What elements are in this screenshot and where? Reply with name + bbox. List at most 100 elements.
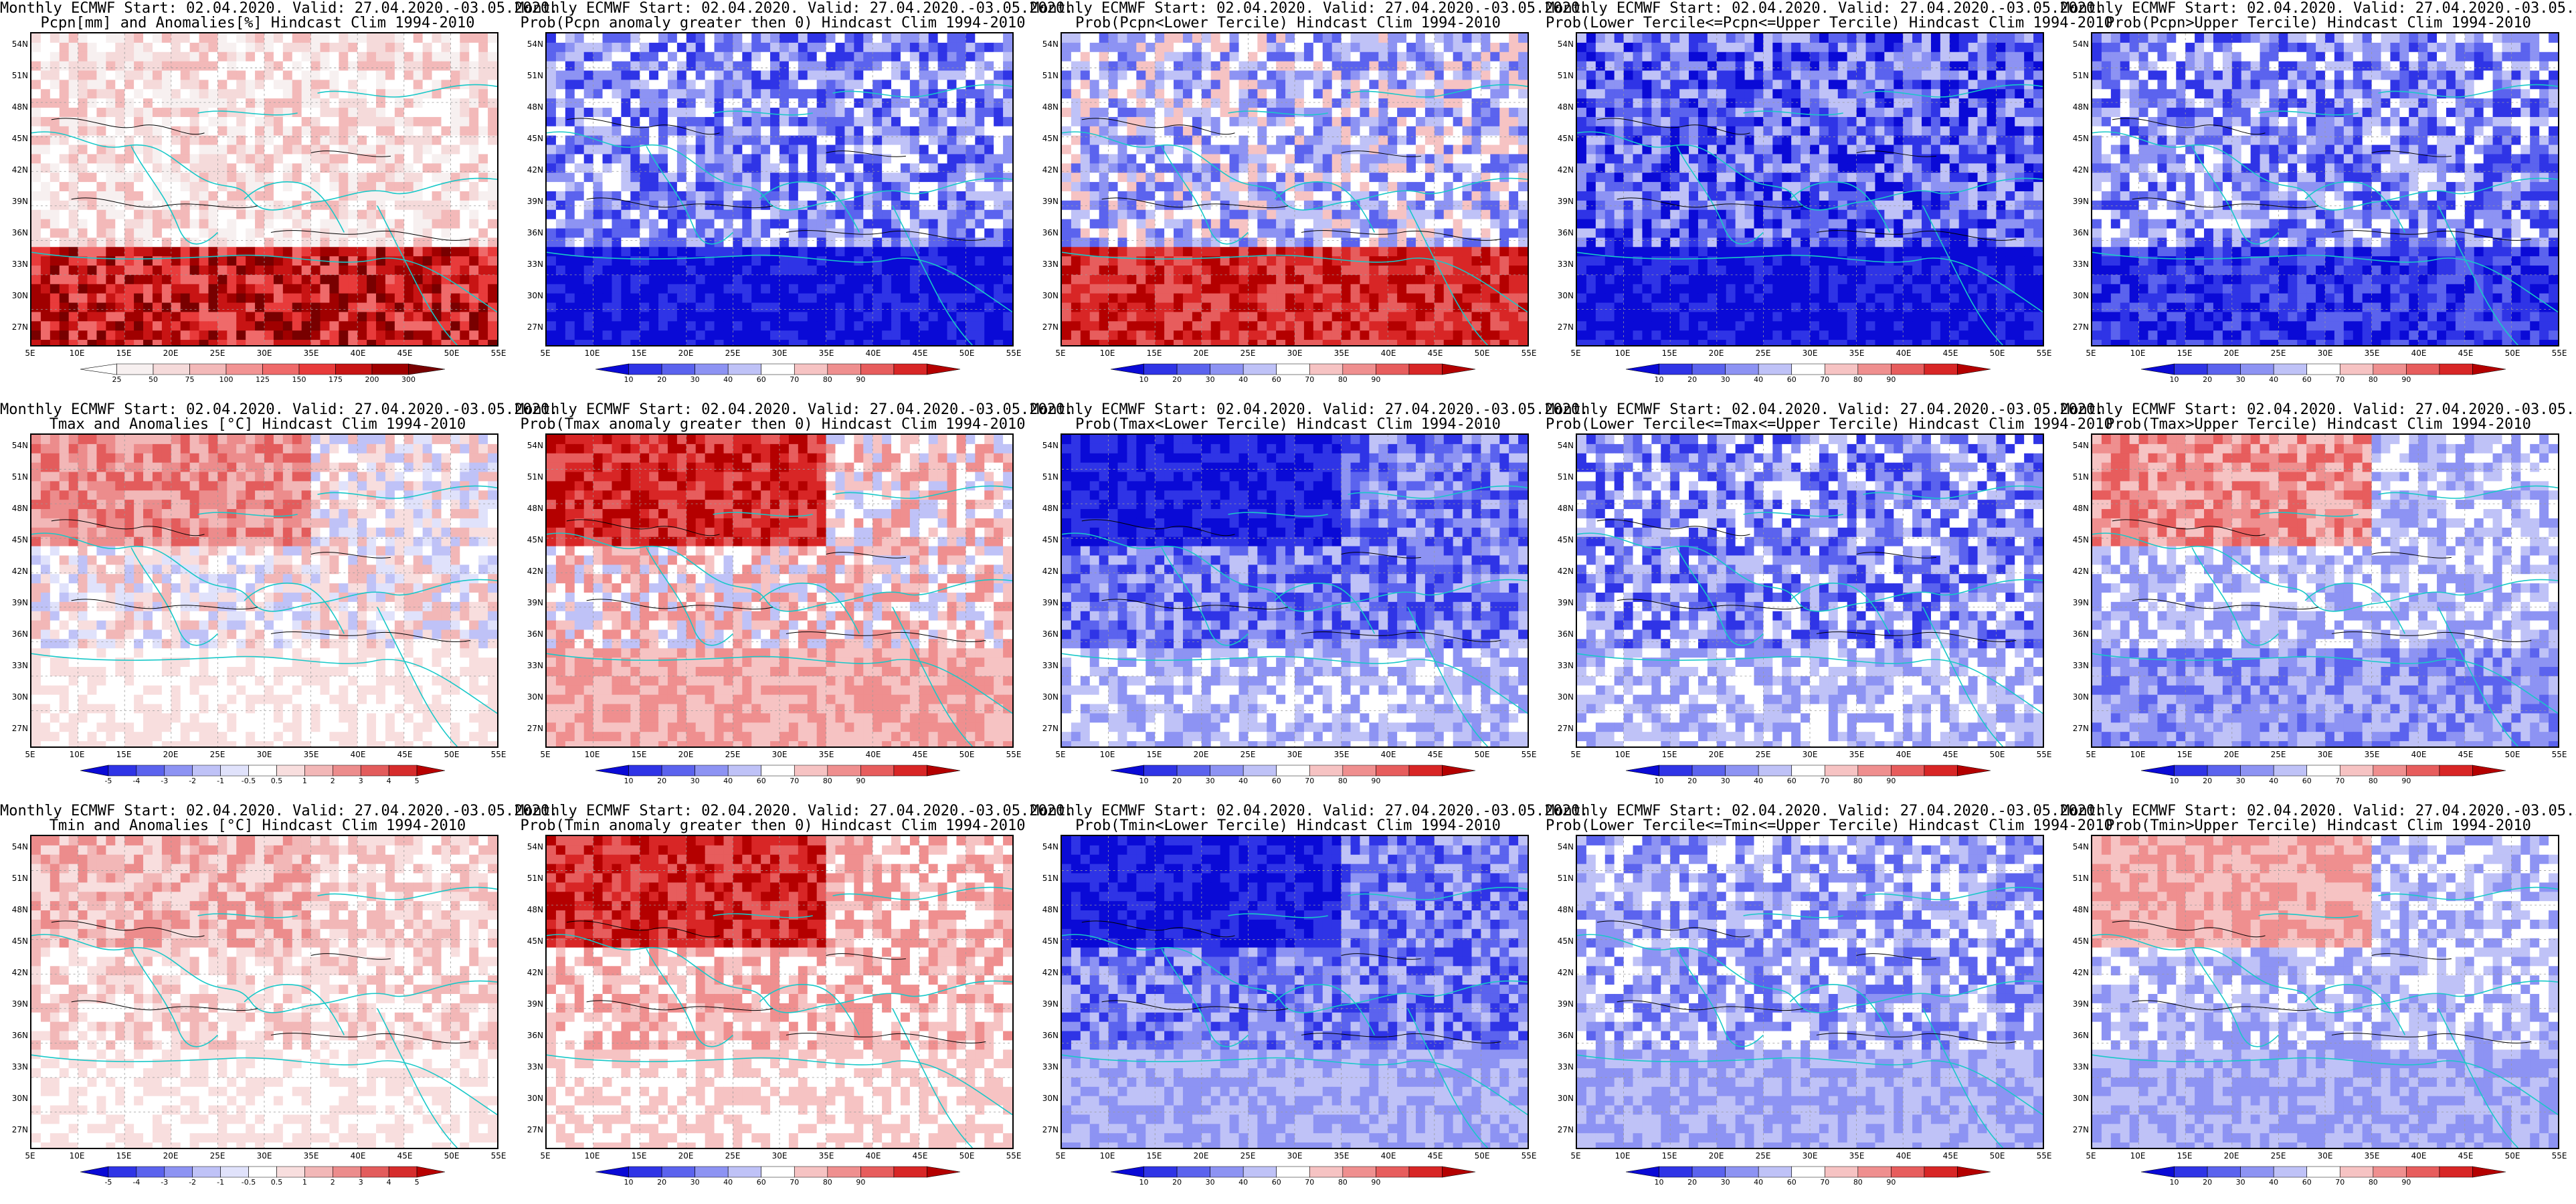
colorbar-swatch bbox=[1342, 765, 1376, 777]
lon-tick-label: 50E bbox=[1984, 750, 2011, 759]
lon-tick-label: 45E bbox=[1937, 1152, 1964, 1160]
lon-tick-label: 35E bbox=[1328, 349, 1355, 357]
colorbar-swatch bbox=[335, 363, 373, 375]
lon-tick-label: 55E bbox=[1515, 1152, 1542, 1160]
colorbar-swatch bbox=[1891, 363, 1925, 375]
lon-tick-label: 20E bbox=[157, 349, 184, 357]
lat-tick-label: 39N bbox=[3, 599, 28, 607]
colorbar-swatch bbox=[827, 765, 861, 777]
lat-tick-label: 36N bbox=[3, 229, 28, 237]
panel-title: Monthly ECMWF Start: 02.04.2020. Valid: … bbox=[515, 403, 1073, 417]
colorbar-swatch bbox=[727, 765, 762, 777]
colorbar-label: 20 bbox=[1167, 777, 1187, 785]
lon-tick-label: 45E bbox=[1422, 349, 1449, 357]
colorbar-label: 20 bbox=[652, 376, 672, 384]
lon-tick-label: 45E bbox=[907, 349, 933, 357]
lon-tick-label: 15E bbox=[2171, 349, 2198, 357]
lat-tick-label: 39N bbox=[1548, 197, 1574, 205]
colorbar-swatch bbox=[416, 765, 446, 777]
colorbar-swatch bbox=[1442, 1166, 1476, 1178]
lon-tick-label: 20E bbox=[1188, 1152, 1214, 1160]
field-raster bbox=[2092, 435, 2558, 746]
map-area bbox=[1576, 32, 2044, 346]
colorbar-swatch bbox=[1758, 1166, 1792, 1178]
lon-tick-label: 35E bbox=[813, 750, 840, 759]
colorbar-label: 300 bbox=[399, 376, 419, 384]
colorbar-label: 30 bbox=[2231, 777, 2251, 785]
colorbar-swatch bbox=[2273, 1166, 2308, 1178]
lon-tick-label: 35E bbox=[1843, 349, 1870, 357]
lon-tick-label: 20E bbox=[672, 349, 699, 357]
lat-tick-label: 54N bbox=[1033, 40, 1059, 48]
lat-tick-label: 51N bbox=[2063, 874, 2089, 882]
lon-tick-label: 45E bbox=[1937, 750, 1964, 759]
field-raster bbox=[1062, 33, 1528, 345]
colorbar-swatch bbox=[1824, 1166, 1859, 1178]
colorbar-label: 80 bbox=[2363, 1179, 2383, 1187]
colorbar-swatch bbox=[2339, 765, 2374, 777]
lon-tick-label: 25E bbox=[1234, 750, 1261, 759]
lat-tick-label: 42N bbox=[1033, 969, 1059, 977]
lat-tick-label: 42N bbox=[518, 567, 543, 575]
colorbar-label: 40 bbox=[718, 376, 738, 384]
lat-tick-label: 45N bbox=[518, 937, 543, 945]
lon-tick-label: 50E bbox=[2499, 750, 2526, 759]
colorbar bbox=[1625, 1166, 1991, 1178]
colorbar-label: 90 bbox=[1366, 777, 1386, 785]
colorbar-label: 90 bbox=[1881, 777, 1901, 785]
colorbar-label: 80 bbox=[1848, 777, 1868, 785]
colorbar-swatch bbox=[2174, 765, 2208, 777]
lon-tick-label: 5E bbox=[2078, 1152, 2104, 1160]
colorbar-swatch bbox=[2472, 363, 2506, 375]
colorbar-label: 10 bbox=[1134, 777, 1154, 785]
colorbar-swatch bbox=[794, 1166, 828, 1178]
field-raster bbox=[1577, 33, 2043, 345]
colorbar-label: 90 bbox=[850, 1179, 870, 1187]
map-area bbox=[545, 835, 1014, 1149]
lon-tick-label: 30E bbox=[1281, 1152, 1308, 1160]
colorbar-label: 90 bbox=[2396, 1179, 2416, 1187]
lat-tick-label: 48N bbox=[518, 103, 543, 111]
map-panel: Monthly ECMWF Start: 02.04.2020. Valid: … bbox=[0, 0, 558, 401]
colorbar-swatch bbox=[116, 363, 154, 375]
colorbar-swatch bbox=[388, 1166, 418, 1178]
lat-tick-label: 39N bbox=[2063, 1000, 2089, 1008]
lon-tick-label: 10E bbox=[64, 1152, 90, 1160]
lat-tick-label: 51N bbox=[1548, 874, 1574, 882]
lat-tick-label: 48N bbox=[518, 906, 543, 914]
lat-tick-label: 27N bbox=[1548, 323, 1574, 331]
colorbar-swatch bbox=[893, 765, 927, 777]
colorbar-label: 40 bbox=[1748, 777, 1768, 785]
colorbar-label: 1 bbox=[294, 1179, 314, 1187]
lat-tick-label: 42N bbox=[2063, 969, 2089, 977]
colorbar-swatch bbox=[2273, 363, 2308, 375]
lat-tick-label: 42N bbox=[1033, 166, 1059, 174]
colorbar-label: 10 bbox=[619, 376, 639, 384]
colorbar-swatch bbox=[695, 765, 729, 777]
lat-tick-label: 54N bbox=[3, 40, 28, 48]
panel-subtitle: Prob(Lower Tercile<=Tmax<=Upper Tercile)… bbox=[1546, 417, 2113, 432]
panel-title: Monthly ECMWF Start: 02.04.2020. Valid: … bbox=[515, 1, 1073, 16]
map-panel: Monthly ECMWF Start: 02.04.2020. Valid: … bbox=[0, 803, 558, 1204]
colorbar-label: 20 bbox=[2197, 376, 2217, 384]
colorbar-label: -1 bbox=[211, 777, 231, 785]
lat-tick-label: 45N bbox=[518, 536, 543, 544]
lon-tick-label: 5E bbox=[532, 1152, 559, 1160]
colorbar-swatch bbox=[1210, 363, 1244, 375]
colorbar-swatch bbox=[695, 363, 729, 375]
map-panel: Monthly ECMWF Start: 02.04.2020. Valid: … bbox=[0, 401, 558, 803]
field-raster bbox=[547, 836, 1012, 1148]
panel-title: Monthly ECMWF Start: 02.04.2020. Valid: … bbox=[1546, 1, 2104, 16]
colorbar-swatch bbox=[2140, 363, 2175, 375]
lat-tick-label: 42N bbox=[1548, 969, 1574, 977]
colorbar-swatch bbox=[1408, 765, 1443, 777]
lat-tick-label: 42N bbox=[1548, 567, 1574, 575]
lat-tick-label: 36N bbox=[2063, 630, 2089, 638]
panel-subtitle: Prob(Pcpn>Upper Tercile) Hindcast Clim 1… bbox=[2061, 16, 2576, 31]
colorbar-swatch bbox=[2306, 363, 2340, 375]
lat-tick-label: 39N bbox=[2063, 599, 2089, 607]
map-area bbox=[1061, 433, 1529, 748]
panel-subtitle: Prob(Tmax<Lower Tercile) Hindcast Clim 1… bbox=[1030, 417, 1546, 432]
lon-tick-label: 15E bbox=[1141, 1152, 1168, 1160]
lon-tick-label: 50E bbox=[438, 349, 465, 357]
